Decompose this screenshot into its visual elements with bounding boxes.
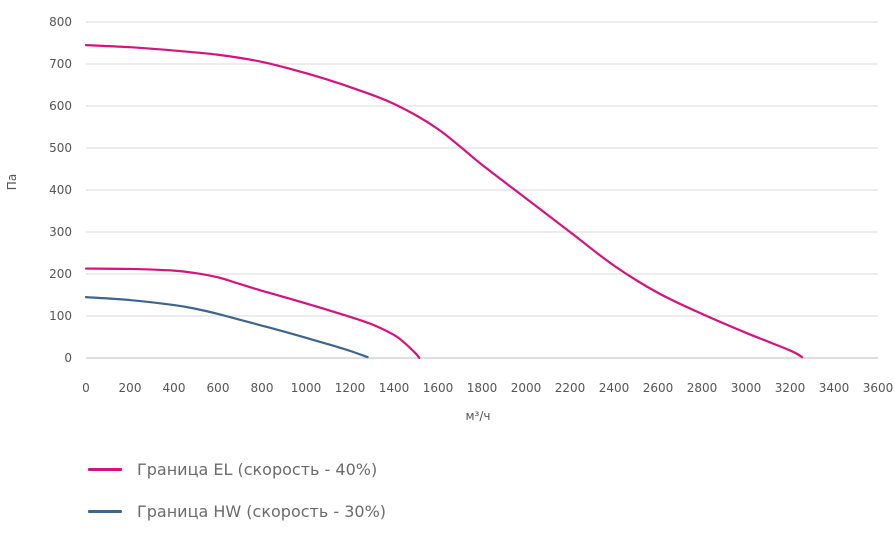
x-tick-label: 3200: [775, 381, 806, 395]
y-tick-label: 800: [49, 15, 72, 29]
axis-layer: 0 100 200 300 400 500 600 700 800 0 200 400 600 800 10…: [49, 15, 893, 395]
x-tick-label: 1600: [423, 381, 454, 395]
x-tick-label: 3600: [863, 381, 894, 395]
x-tick-label: 2200: [555, 381, 586, 395]
x-tick-label: 1800: [467, 381, 498, 395]
x-tick-label: 200: [119, 381, 142, 395]
y-tick-label: 200: [49, 267, 72, 281]
x-tick-label: 1200: [335, 381, 366, 395]
series-line-2: [84, 296, 369, 359]
legend-swatch-el: [88, 467, 122, 471]
x-tick-label: 600: [207, 381, 230, 395]
legend-item-el: Граница EL (скорость - 40%): [88, 458, 386, 480]
y-tick-label: 600: [49, 99, 72, 113]
grid-layer: [86, 21, 878, 317]
legend-label-hw: Граница HW (скорость - 30%): [137, 501, 387, 521]
x-tick-label: 2800: [687, 381, 718, 395]
x-tick-label: 1400: [379, 381, 410, 395]
y-axis-label: Па: [5, 174, 19, 190]
series-layer: [84, 44, 804, 360]
chart-svg: 0 100 200 300 400 500 600 700 800 0 200 400 600 800 10…: [5, 15, 893, 423]
y-tick-label: 100: [49, 309, 72, 323]
y-tick-label: 300: [49, 225, 72, 239]
x-tick-label: 1000: [291, 381, 322, 395]
chart: 0 100 200 300 400 500 600 700 800 0 200 400 600 800 10…: [5, 15, 893, 423]
x-tick-label: 0: [82, 381, 90, 395]
x-tick-label: 400: [163, 381, 186, 395]
x-tick-label: 2000: [511, 381, 542, 395]
legend-swatch-hw: [88, 509, 122, 513]
legend-item-hw: Граница HW (скорость - 30%): [88, 500, 386, 522]
x-axis-label: м³/ч: [466, 409, 491, 423]
x-tick-label: 2400: [599, 381, 630, 395]
y-tick-label: 400: [49, 183, 72, 197]
legend: Граница EL (скорость - 40%) Граница HW (…: [88, 458, 386, 542]
x-tick-label: 3000: [731, 381, 762, 395]
y-tick-label: 500: [49, 141, 72, 155]
series-line-1: [84, 267, 421, 360]
x-tick-label: 800: [251, 381, 274, 395]
series-line-0: [84, 44, 804, 359]
y-tick-label: 0: [64, 351, 72, 365]
legend-label-el: Граница EL (скорость - 40%): [137, 459, 378, 479]
x-tick-label: 3400: [819, 381, 850, 395]
y-tick-label: 700: [49, 57, 72, 71]
x-tick-label: 2600: [643, 381, 674, 395]
